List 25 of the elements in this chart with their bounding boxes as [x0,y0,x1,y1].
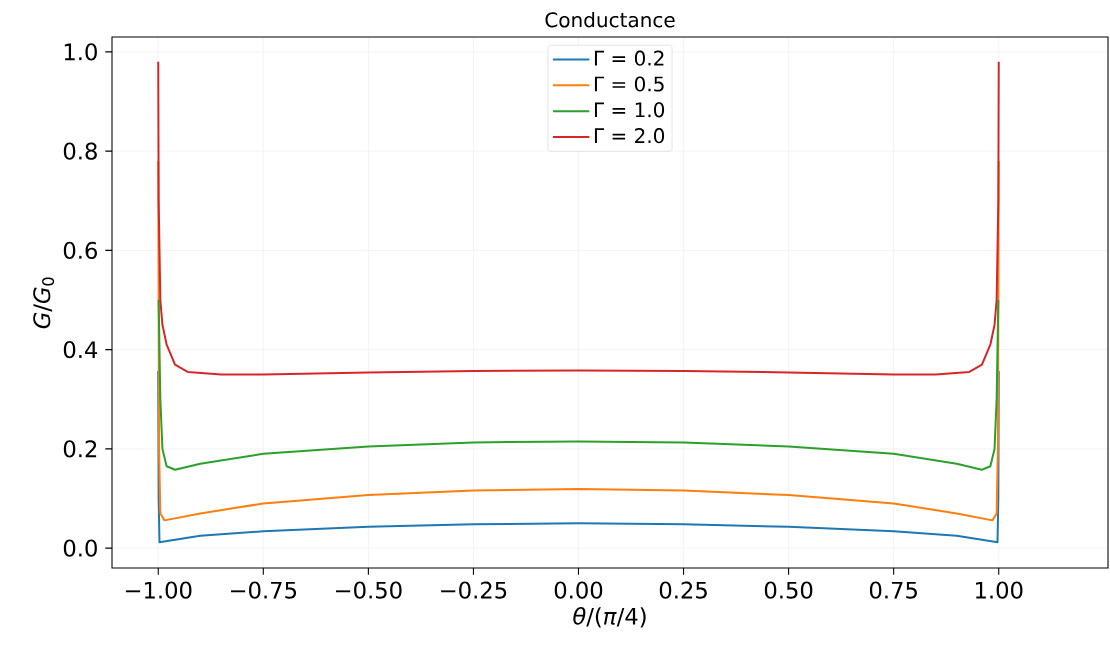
x-tick-label: 0.00 [554,581,603,599]
x-tick-label: 1.00 [976,581,1023,599]
line-series [157,160,1000,522]
y-tick-label: 1.0 [64,43,97,61]
y-tick-label: 0.2 [63,440,97,458]
y-axis-title: G/G$_{0}$ [33,277,55,329]
x-tick-label: −0.75 [230,581,297,599]
legend-label: Γ = 2.0 [594,128,665,144]
line-series [157,369,1000,544]
x-tick-label: −0.25 [441,581,507,599]
x-tick-label: 0.75 [869,581,917,599]
y-tick-label: 0.0 [63,539,97,557]
x-tick-label: −1.00 [125,581,192,599]
x-tick-label: 0.50 [764,581,813,599]
x-axis-title: θ/(π/4) [573,607,646,628]
legend-label: Γ = 1.0 [594,102,665,118]
x-tick-label: −0.50 [336,581,402,599]
legend-label: Γ = 0.2 [594,50,664,66]
x-tick-label: 0.25 [659,581,707,599]
y-tick-label: 0.6 [63,241,97,259]
y-tick-label: 0.4 [63,341,98,359]
legend-label: Γ = 0.5 [594,76,664,92]
line-series [157,299,1000,471]
y-tick-label: 0.8 [63,142,97,160]
chart-title: Conductance [545,11,675,28]
